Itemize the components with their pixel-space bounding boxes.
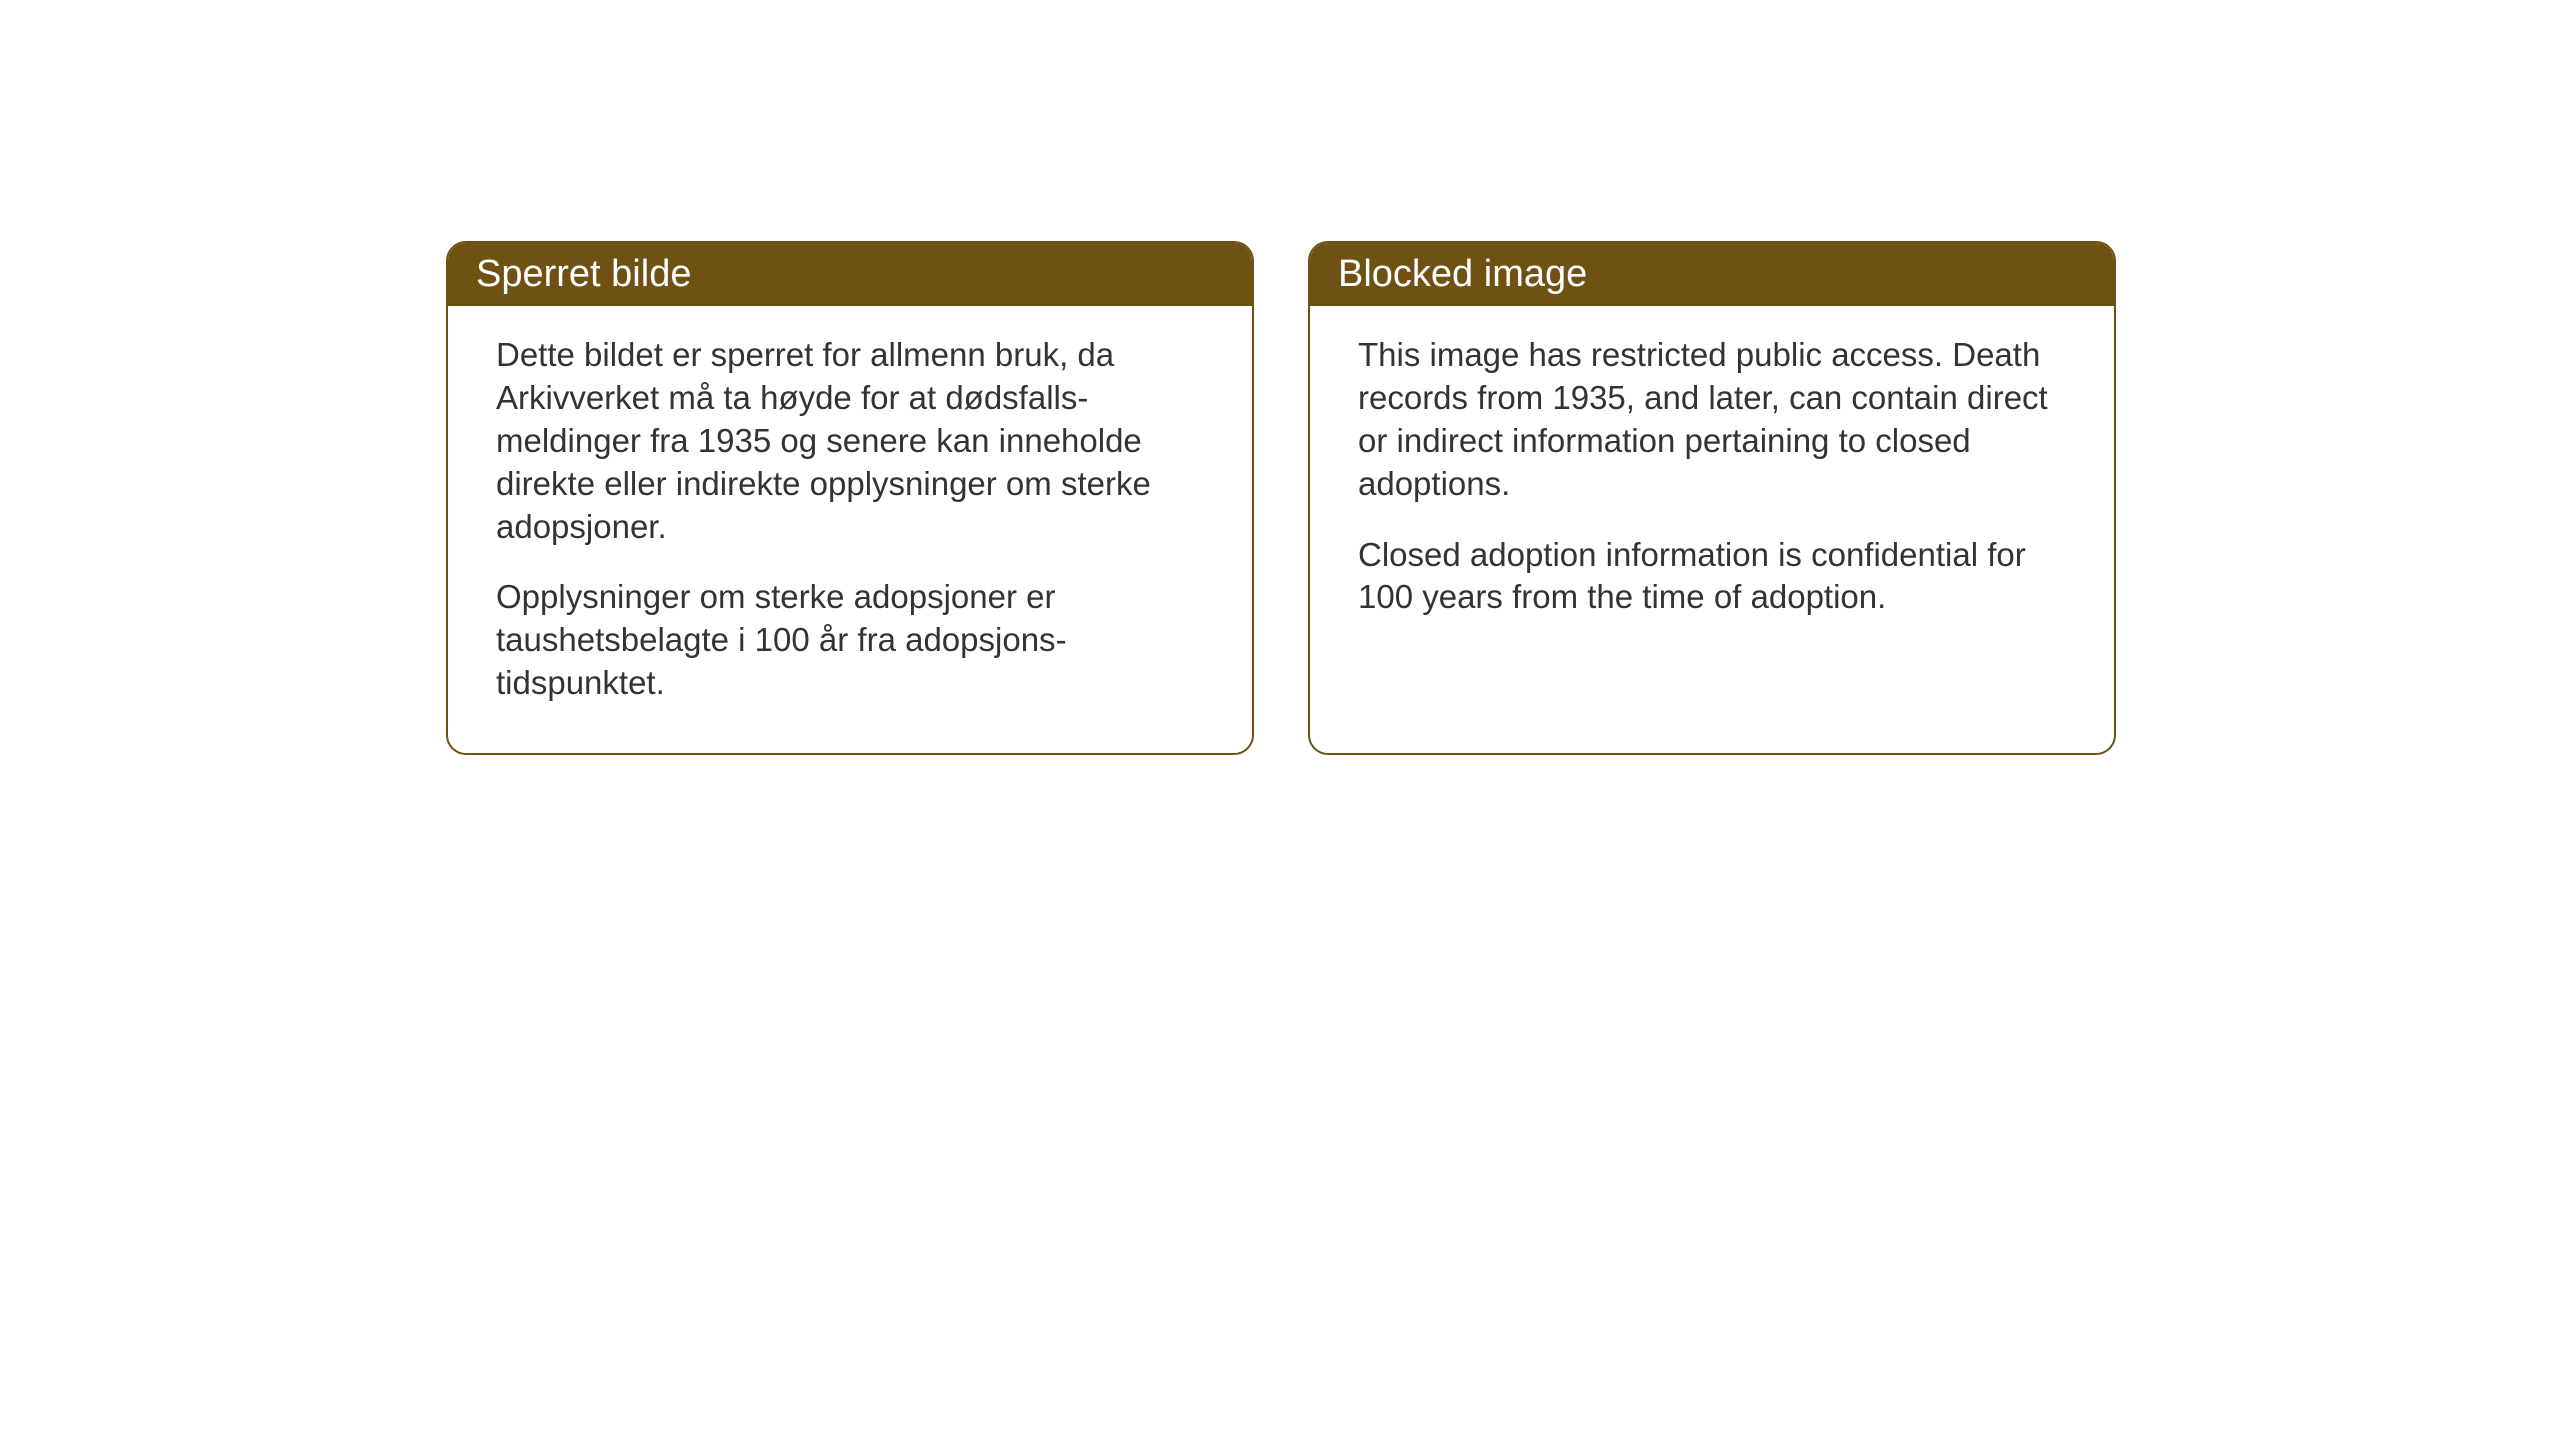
notice-paragraph-1-norwegian: Dette bildet er sperret for allmenn bruk… bbox=[496, 334, 1204, 548]
notice-title-norwegian: Sperret bilde bbox=[476, 253, 691, 295]
notice-title-english: Blocked image bbox=[1338, 253, 1587, 295]
notice-container: Sperret bilde Dette bildet er sperret fo… bbox=[446, 241, 2116, 755]
notice-body-norwegian: Dette bildet er sperret for allmenn bruk… bbox=[448, 306, 1252, 753]
notice-header-norwegian: Sperret bilde bbox=[448, 243, 1252, 306]
notice-card-norwegian: Sperret bilde Dette bildet er sperret fo… bbox=[446, 241, 1254, 755]
notice-paragraph-2-norwegian: Opplysninger om sterke adopsjoner er tau… bbox=[496, 576, 1204, 705]
notice-paragraph-1-english: This image has restricted public access.… bbox=[1358, 334, 2066, 506]
notice-body-english: This image has restricted public access.… bbox=[1310, 306, 2114, 667]
notice-paragraph-2-english: Closed adoption information is confident… bbox=[1358, 534, 2066, 620]
notice-header-english: Blocked image bbox=[1310, 243, 2114, 306]
notice-card-english: Blocked image This image has restricted … bbox=[1308, 241, 2116, 755]
